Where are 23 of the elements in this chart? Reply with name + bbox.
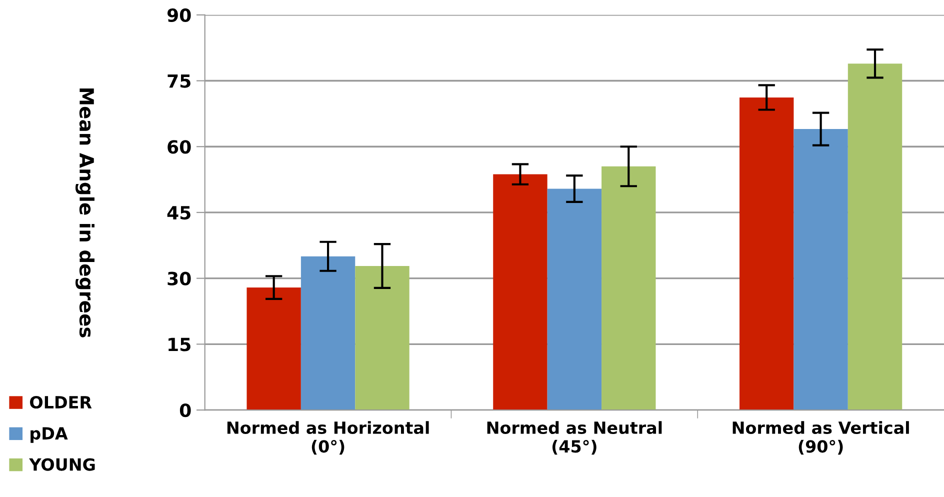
legend-label: OLDER — [30, 396, 92, 409]
x-tick-label: Normed as Vertical (90°) — [732, 421, 909, 455]
y-tick-label: 60 — [168, 140, 191, 154]
y-tick-label: 90 — [167, 8, 191, 22]
bar — [246, 288, 301, 410]
y-tick-label: 15 — [168, 338, 190, 352]
bar — [493, 174, 548, 410]
legend-label: YOUNG — [29, 458, 95, 471]
y-tick-label: 45 — [167, 206, 190, 220]
legend-label: pDA — [30, 427, 68, 443]
x-tick-label: Normed as Horizontal (0°) — [227, 421, 429, 455]
bar — [602, 166, 656, 410]
y-tick-label: 0 — [180, 403, 191, 418]
bar — [300, 256, 356, 410]
bar — [547, 188, 602, 410]
x-tick-label: Normed as Neutral (45°) — [487, 421, 662, 455]
bar — [355, 266, 410, 410]
y-tick-label: 30 — [168, 272, 191, 286]
bar — [794, 129, 848, 410]
bar — [848, 64, 902, 410]
bar — [740, 97, 794, 410]
y-tick-label: 75 — [168, 74, 190, 88]
y-axis-title: Mean Angle in degrees — [75, 88, 94, 338]
